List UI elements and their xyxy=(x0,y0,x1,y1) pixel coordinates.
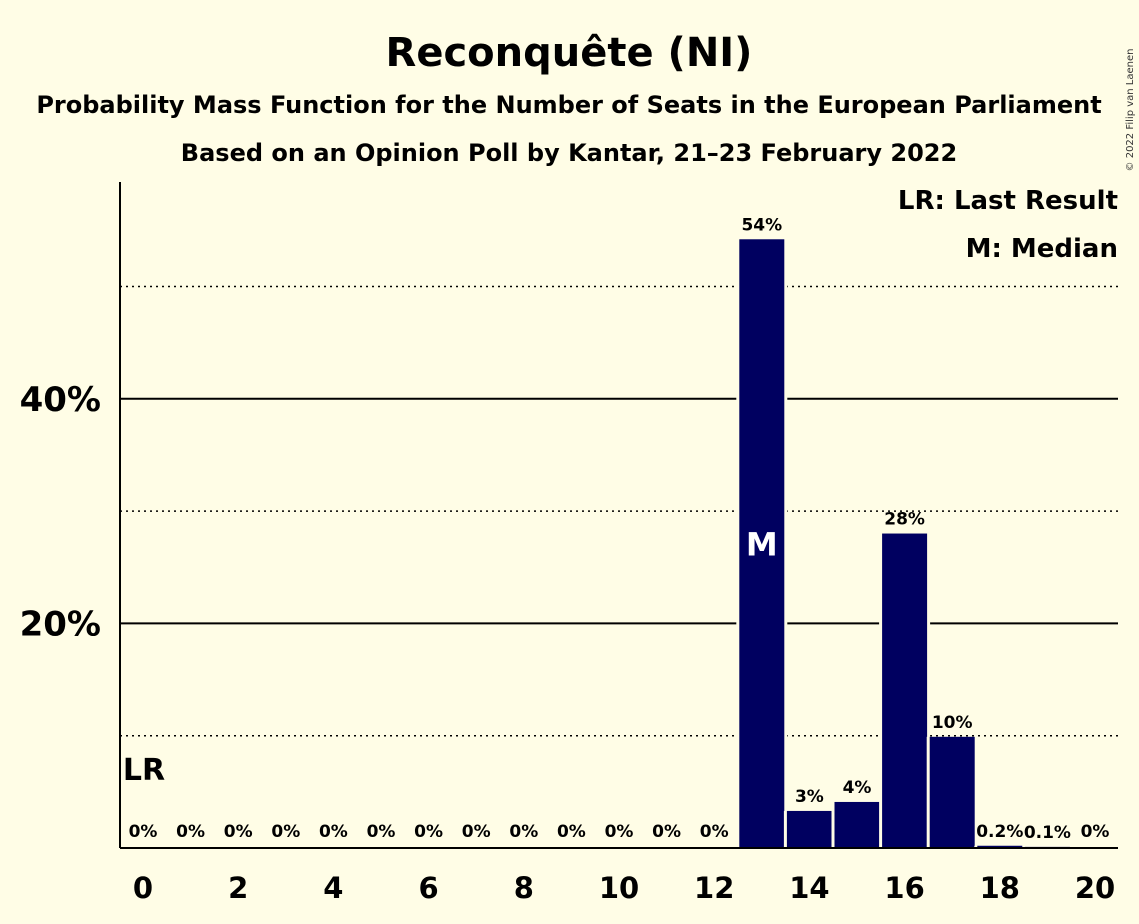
y-tick-40: 40% xyxy=(20,380,101,420)
value-label-18: 0.2% xyxy=(976,822,1023,842)
value-label-11: 0% xyxy=(652,822,681,842)
bar-14 xyxy=(786,810,832,848)
value-labels: 0% 0% 0% 0% 0% 0% 0% 0% 0% 0% 0% 0% 0% 54% 3% 4% 28% 10% 0… xyxy=(129,215,1110,843)
value-label-3: 0% xyxy=(271,822,300,842)
value-label-5: 0% xyxy=(367,822,396,842)
x-tick-18: 18 xyxy=(980,871,1020,905)
bar-16 xyxy=(882,533,928,848)
bar-13 xyxy=(739,239,785,848)
median-marker: M xyxy=(746,526,778,564)
value-label-12: 0% xyxy=(700,822,729,842)
x-tick-0: 0 xyxy=(133,871,153,905)
copyright-note: © 2022 Filip van Laenen xyxy=(1125,49,1136,172)
x-tick-labels: 0 2 4 6 8 10 12 14 16 18 20 xyxy=(133,871,1115,905)
legend-last-result: LR: Last Result xyxy=(898,186,1118,216)
legend-median: M: Median xyxy=(966,234,1118,264)
value-label-9: 0% xyxy=(557,822,586,842)
value-label-0: 0% xyxy=(129,822,158,842)
y-tick-20: 20% xyxy=(20,604,101,644)
x-tick-8: 8 xyxy=(514,871,534,905)
chart-subtitle-1: Probability Mass Function for the Number… xyxy=(36,91,1101,119)
bar-18 xyxy=(977,845,1023,848)
value-label-1: 0% xyxy=(176,822,205,842)
x-tick-10: 10 xyxy=(599,871,639,905)
x-tick-20: 20 xyxy=(1075,871,1115,905)
x-tick-4: 4 xyxy=(323,871,343,905)
value-label-20: 0% xyxy=(1081,822,1110,842)
axes xyxy=(119,182,1118,849)
x-tick-6: 6 xyxy=(419,871,439,905)
bar-15 xyxy=(834,801,880,848)
y-tick-labels: 20% 40% xyxy=(20,380,101,645)
value-label-6: 0% xyxy=(414,822,443,842)
bars xyxy=(736,239,1073,848)
x-tick-12: 12 xyxy=(694,871,734,905)
x-tick-16: 16 xyxy=(884,871,924,905)
gridlines xyxy=(120,285,1118,737)
chart-title: Reconquête (NI) xyxy=(386,30,753,76)
value-label-13: 54% xyxy=(741,215,782,235)
value-label-15: 4% xyxy=(843,778,872,798)
value-label-7: 0% xyxy=(462,822,491,842)
value-label-19: 0.1% xyxy=(1024,823,1071,843)
value-label-14: 3% xyxy=(795,787,824,807)
value-label-8: 0% xyxy=(509,822,538,842)
value-label-10: 0% xyxy=(605,822,634,842)
value-label-16: 28% xyxy=(884,510,925,530)
value-label-2: 0% xyxy=(224,822,253,842)
value-label-4: 0% xyxy=(319,822,348,842)
last-result-marker: LR xyxy=(123,753,165,788)
bar-17 xyxy=(929,736,975,848)
x-tick-14: 14 xyxy=(789,871,829,905)
x-tick-2: 2 xyxy=(228,871,248,905)
value-label-17: 10% xyxy=(932,713,973,733)
chart-subtitle-2: Based on an Opinion Poll by Kantar, 21–2… xyxy=(181,139,957,167)
